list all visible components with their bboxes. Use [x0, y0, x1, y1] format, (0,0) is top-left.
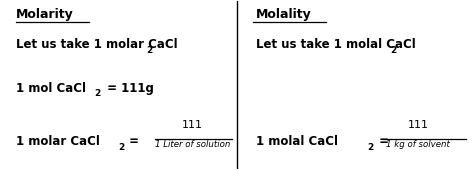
- Text: =: =: [125, 135, 144, 148]
- Text: 2: 2: [146, 46, 153, 55]
- Text: =: =: [374, 135, 393, 148]
- Text: Molality: Molality: [256, 8, 311, 21]
- Text: 1 Liter of solution: 1 Liter of solution: [155, 140, 230, 149]
- Text: 1 molar CaCl: 1 molar CaCl: [16, 135, 100, 148]
- Text: 2: 2: [118, 143, 125, 152]
- Text: Molarity: Molarity: [16, 8, 73, 21]
- Text: Let us take 1 molal CaCl: Let us take 1 molal CaCl: [256, 38, 416, 51]
- Text: 1 mol CaCl: 1 mol CaCl: [16, 82, 85, 95]
- Text: Let us take 1 molar CaCl: Let us take 1 molar CaCl: [16, 38, 177, 51]
- Text: 2: 2: [367, 143, 374, 152]
- Text: 111: 111: [182, 120, 203, 130]
- Text: 1 molal CaCl: 1 molal CaCl: [256, 135, 338, 148]
- Text: 111: 111: [408, 120, 429, 130]
- Text: 1 kg of solvent: 1 kg of solvent: [386, 140, 450, 149]
- Text: = 111g: = 111g: [103, 82, 154, 95]
- Text: 2: 2: [95, 89, 101, 98]
- Text: 2: 2: [391, 46, 397, 55]
